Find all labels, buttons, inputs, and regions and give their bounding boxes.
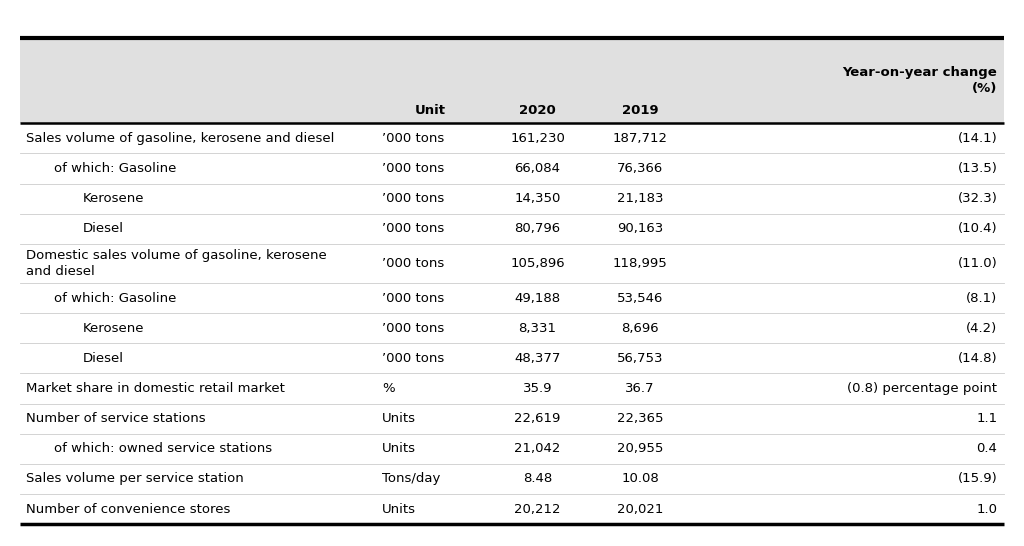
Text: ’000 tons: ’000 tons <box>382 322 444 335</box>
Text: 22,619: 22,619 <box>514 412 561 425</box>
Text: 76,366: 76,366 <box>616 162 664 175</box>
Text: 8,331: 8,331 <box>518 322 557 335</box>
Text: 1.1: 1.1 <box>976 412 997 425</box>
Text: Year-on-year change
(%): Year-on-year change (%) <box>843 66 997 95</box>
Text: ’000 tons: ’000 tons <box>382 222 444 235</box>
Text: 66,084: 66,084 <box>515 162 560 175</box>
Text: of which: owned service stations: of which: owned service stations <box>54 442 272 455</box>
Text: 20,955: 20,955 <box>616 442 664 455</box>
Text: Sales volume of gasoline, kerosene and diesel: Sales volume of gasoline, kerosene and d… <box>26 132 334 145</box>
Text: 22,365: 22,365 <box>616 412 664 425</box>
Text: (10.4): (10.4) <box>957 222 997 235</box>
Bar <box>20 38 1004 123</box>
Text: 187,712: 187,712 <box>612 132 668 145</box>
Text: (11.0): (11.0) <box>957 257 997 270</box>
Text: Market share in domestic retail market: Market share in domestic retail market <box>26 382 285 395</box>
Text: 49,188: 49,188 <box>514 292 561 305</box>
Text: 2019: 2019 <box>622 104 658 117</box>
Text: 20,212: 20,212 <box>514 502 561 515</box>
Text: 21,042: 21,042 <box>514 442 561 455</box>
Text: ’000 tons: ’000 tons <box>382 292 444 305</box>
Text: 80,796: 80,796 <box>514 222 561 235</box>
Text: Number of service stations: Number of service stations <box>26 412 205 425</box>
Text: 56,753: 56,753 <box>616 352 664 365</box>
Text: 161,230: 161,230 <box>510 132 565 145</box>
Text: ’000 tons: ’000 tons <box>382 257 444 270</box>
Text: Sales volume per service station: Sales volume per service station <box>26 472 244 485</box>
Text: (0.8) percentage point: (0.8) percentage point <box>848 382 997 395</box>
Text: Diesel: Diesel <box>83 222 124 235</box>
Text: of which: Gasoline: of which: Gasoline <box>54 162 177 175</box>
Text: 0.4: 0.4 <box>977 442 997 455</box>
Text: (14.1): (14.1) <box>957 132 997 145</box>
Text: %: % <box>382 382 394 395</box>
Text: ’000 tons: ’000 tons <box>382 162 444 175</box>
Text: (14.8): (14.8) <box>957 352 997 365</box>
Text: 48,377: 48,377 <box>514 352 561 365</box>
Text: 35.9: 35.9 <box>523 382 552 395</box>
Text: 21,183: 21,183 <box>616 192 664 205</box>
Text: Diesel: Diesel <box>83 352 124 365</box>
Text: Units: Units <box>382 502 416 515</box>
Text: (32.3): (32.3) <box>957 192 997 205</box>
Text: Units: Units <box>382 412 416 425</box>
Text: ’000 tons: ’000 tons <box>382 192 444 205</box>
Text: Domestic sales volume of gasoline, kerosene
and diesel: Domestic sales volume of gasoline, keros… <box>26 249 327 278</box>
Text: Tons/day: Tons/day <box>382 472 440 485</box>
Text: Unit: Unit <box>415 104 445 117</box>
Text: of which: Gasoline: of which: Gasoline <box>54 292 177 305</box>
Text: 53,546: 53,546 <box>616 292 664 305</box>
Text: 118,995: 118,995 <box>612 257 668 270</box>
Text: Kerosene: Kerosene <box>83 192 144 205</box>
Text: 1.0: 1.0 <box>976 502 997 515</box>
Text: 90,163: 90,163 <box>616 222 664 235</box>
Text: (4.2): (4.2) <box>966 322 997 335</box>
Text: (13.5): (13.5) <box>957 162 997 175</box>
Text: 36.7: 36.7 <box>626 382 654 395</box>
Text: (15.9): (15.9) <box>957 472 997 485</box>
Text: Units: Units <box>382 442 416 455</box>
Text: 8.48: 8.48 <box>523 472 552 485</box>
Text: Number of convenience stores: Number of convenience stores <box>26 502 230 515</box>
Text: ’000 tons: ’000 tons <box>382 352 444 365</box>
Text: 8,696: 8,696 <box>622 322 658 335</box>
Text: Kerosene: Kerosene <box>83 322 144 335</box>
Text: (8.1): (8.1) <box>966 292 997 305</box>
Text: 14,350: 14,350 <box>514 192 561 205</box>
Text: 20,021: 20,021 <box>616 502 664 515</box>
Text: 10.08: 10.08 <box>622 472 658 485</box>
Text: ’000 tons: ’000 tons <box>382 132 444 145</box>
Text: 2020: 2020 <box>519 104 556 117</box>
Text: 105,896: 105,896 <box>510 257 565 270</box>
